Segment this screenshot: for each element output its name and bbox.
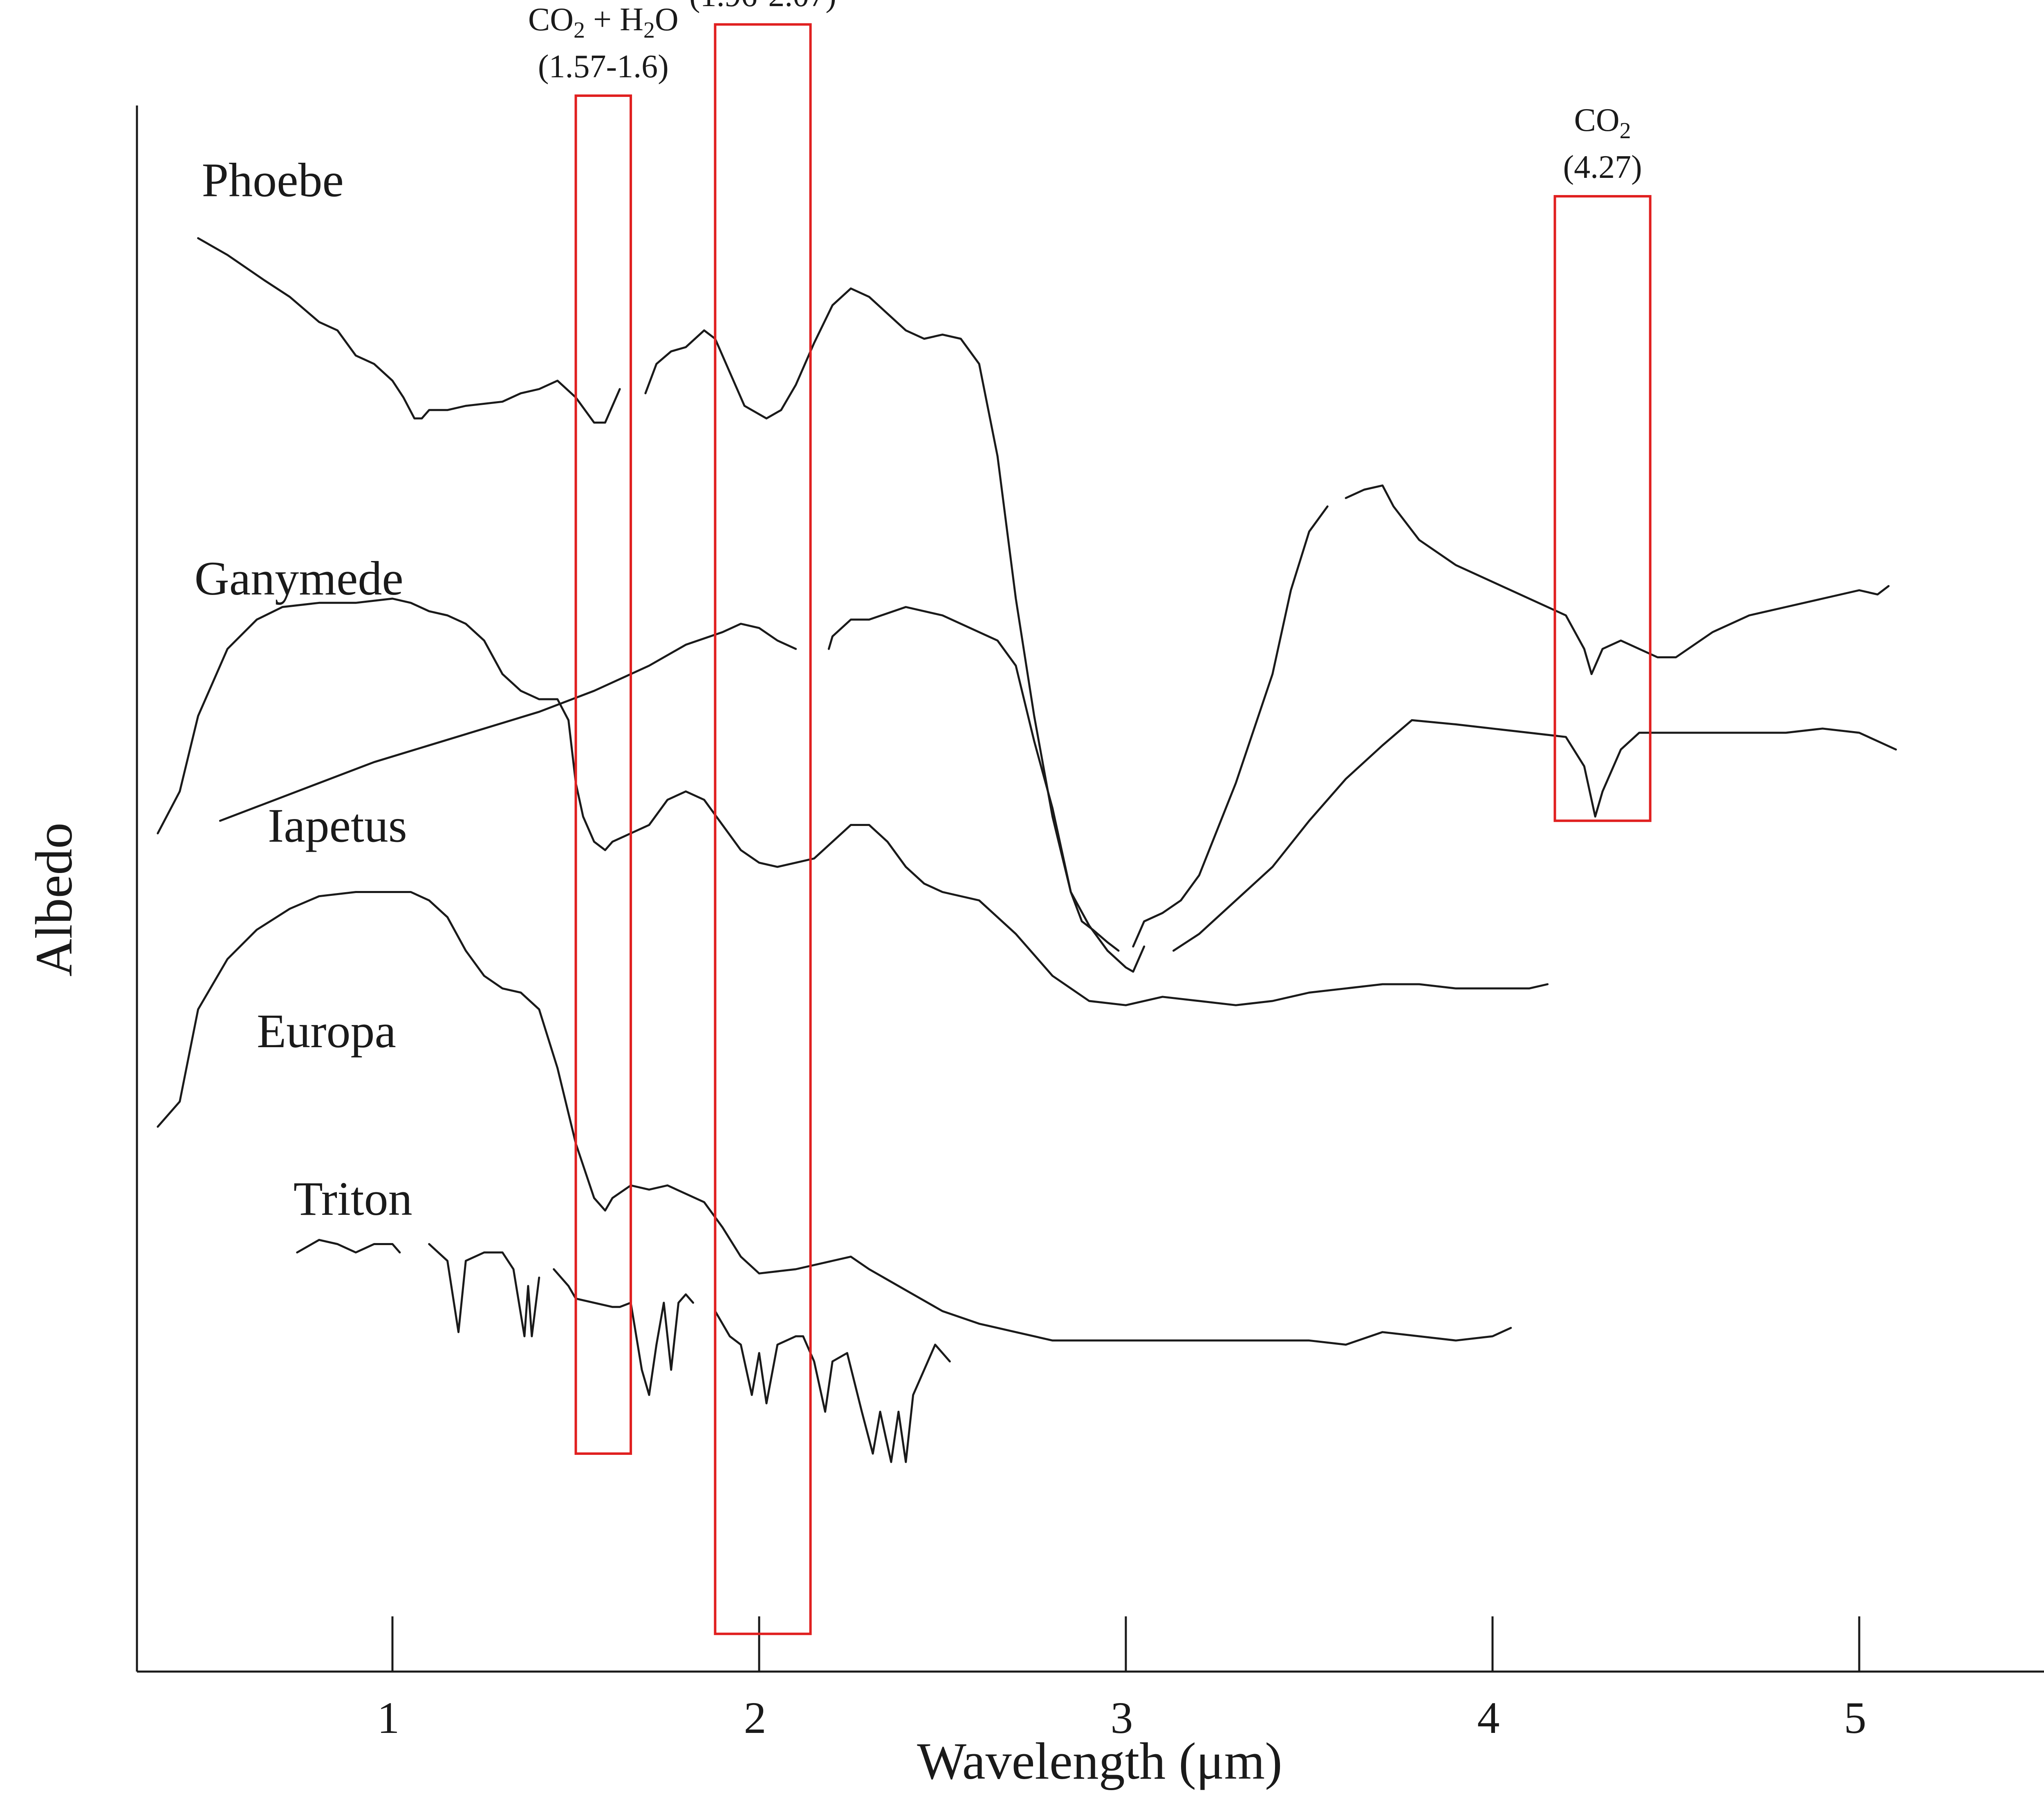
phoebe-label: Phoebe — [202, 153, 344, 207]
y-axis-title: Albedo — [25, 823, 83, 977]
iapetus-spectrum-segment-3 — [1172, 719, 1897, 952]
ganymede-spectrum-segment-1 — [157, 597, 1549, 1006]
x-tick-label-4: 4 — [1477, 1693, 1500, 1743]
x-axis-title: Wavelength (μm) — [917, 1732, 1282, 1790]
phoebe-spectrum-segment-2 — [644, 287, 1120, 952]
band-box-3 — [1553, 195, 1652, 822]
x-tick-label-5: 5 — [1844, 1693, 1867, 1743]
x-tick-label-2: 2 — [744, 1693, 766, 1743]
triton-spectrum-segment-2 — [428, 1243, 540, 1338]
absorption-bands: CO2 + H2O(1.57-1.6)CO2 + H2O(1.96-2.07)C… — [528, 0, 1652, 1635]
iapetus-label: Iapetus — [268, 799, 407, 853]
band-range-1: (1.57-1.6) — [538, 49, 669, 85]
ganymede-label: Ganymede — [195, 552, 403, 605]
phoebe-spectrum-segment-3 — [1132, 505, 1329, 948]
band-box-1 — [574, 94, 632, 1455]
x-tick-label-1: 1 — [377, 1693, 400, 1743]
axes: 1 2 3 4 5 — [136, 105, 2044, 1743]
band-box-2 — [714, 23, 812, 1635]
series-labels: Phoebe Ganymede Iapetus Europa Triton — [195, 153, 412, 1225]
triton-spectrum-segment-1 — [296, 1239, 401, 1254]
band-range-2: (1.96-2.07) — [689, 0, 836, 13]
triton-spectrum-segment-3 — [553, 1268, 694, 1396]
band-species-1: CO2 + H2O — [528, 2, 679, 43]
triton-spectrum-segment-4 — [714, 1310, 951, 1463]
europa-spectrum-segment-1 — [157, 891, 1512, 1346]
x-tick-label-3: 3 — [1111, 1693, 1133, 1743]
band-species-3: CO2 — [1574, 102, 1631, 144]
spectra-curves — [157, 237, 1897, 1463]
phoebe-spectrum-segment-4 — [1345, 484, 1890, 675]
iapetus-spectrum-segment-1 — [219, 623, 797, 822]
band-range-3: (4.27) — [1563, 149, 1642, 185]
phoebe-spectrum-segment-1 — [197, 237, 621, 424]
iapetus-spectrum-segment-2 — [827, 606, 1145, 973]
europa-label: Europa — [257, 1004, 396, 1058]
triton-label: Triton — [294, 1172, 412, 1225]
